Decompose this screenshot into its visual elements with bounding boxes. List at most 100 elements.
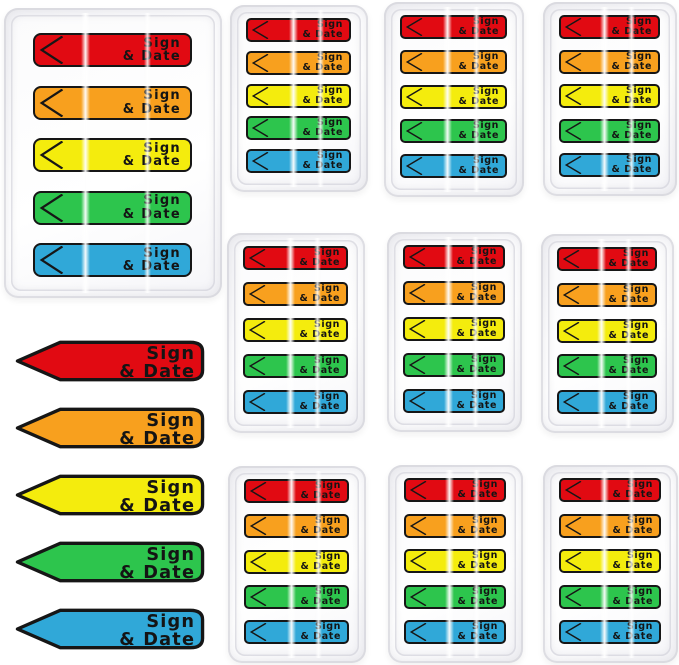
arrow-chevron-icon [249, 517, 267, 536]
tray-flag-red: Sign & Date [403, 245, 505, 269]
tray-flag-yellow: Sign & Date [243, 318, 348, 342]
flag-label: Sign & Date [612, 515, 653, 536]
blister-pack-small-3: Sign & Date Sign & Date Sign & Date Sign & Date… [543, 2, 677, 196]
tray-flag-red: Sign & Date [559, 478, 661, 502]
arrow-chevron-icon [409, 481, 427, 499]
arrow-flag-shape: Sign& Date [15, 608, 205, 650]
flag-label-line2: & Date [458, 26, 499, 37]
flag-label-line1: Sign [143, 35, 181, 51]
flag-label-line2: & Date [458, 165, 499, 176]
tray-flag-red: Sign & Date [243, 246, 348, 270]
tray-flag-blue: Sign & Date [403, 389, 505, 413]
arrow-chevron-icon [564, 18, 582, 36]
flag-label-line2: & Date [302, 160, 343, 171]
flag-label: Sign & Date [300, 284, 340, 304]
arrow-chevron-icon [562, 357, 580, 376]
tray-flag-green: Sign & Date [404, 584, 506, 609]
flag-label: Sign & Date [123, 194, 181, 221]
flag-label-line2: & Date [612, 524, 653, 536]
flag-label-line2: & Date [119, 563, 195, 583]
arrow-flag-shape: Sign& Date [15, 474, 205, 516]
flag-label: Sign & Date [123, 89, 181, 116]
flag-label-line2: & Date [611, 129, 652, 141]
flag-label-line2: & Date [302, 61, 343, 73]
arrow-chevron-icon [39, 141, 64, 169]
arrow-chevron-icon [249, 587, 267, 606]
flag-label-line1: Sign [143, 88, 181, 104]
arrow-chevron-icon [251, 21, 269, 39]
arrow-chevron-icon [39, 36, 64, 64]
tray-flags: Sign & Date Sign & Date Sign & Date Sign & Date… [403, 245, 505, 413]
tray-flag-yellow: Sign & Date [559, 549, 661, 573]
flag-label-line2: & Date [456, 364, 497, 375]
tray-flag-blue: Sign & Date [559, 620, 661, 644]
tray-flags: Sign & Date Sign & Date Sign & Date Sign & Date… [33, 33, 192, 277]
arrow-chevron-icon [251, 86, 269, 105]
flag-label: Sign & Date [457, 355, 497, 375]
tray-flag-yellow: Sign & Date [246, 83, 351, 108]
flag-label: Sign & Date [459, 156, 499, 176]
flag-label-line1: Sign [146, 545, 195, 565]
flag-label: Sign & Date [613, 551, 653, 571]
flag-label-line2: & Date [457, 489, 498, 500]
flag-label-line2: & Date [299, 257, 340, 268]
blister-pack-small-8: Sign & Date Sign & Date Sign & Date Sign & Date… [388, 465, 523, 663]
loose-flag-green: Sign & Date [14, 539, 207, 585]
flag-label-line2: & Date [119, 630, 195, 650]
arrow-chevron-icon [408, 356, 426, 374]
tray-flag-green: Sign & Date [400, 119, 507, 144]
flag-label: Sign & Date [457, 319, 497, 339]
tray-flag-blue: Sign & Date [243, 390, 348, 414]
flag-label-line2: & Date [300, 631, 341, 642]
flag-label: Sign & Date [457, 247, 497, 267]
arrow-chevron-icon [249, 623, 267, 641]
tray-flag-orange: Sign & Date [33, 85, 192, 120]
tray-flag-yellow: Sign & Date [403, 317, 505, 341]
flag-label-line2: & Date [608, 401, 649, 412]
tray-flag-orange: Sign & Date [404, 513, 506, 538]
flag-label-line2: & Date [302, 29, 343, 40]
flag-label-line2: & Date [456, 400, 497, 411]
blister-pack-large: Sign & Date Sign & Date Sign & Date Sign & Date… [4, 8, 222, 298]
tray-flag-orange: Sign & Date [400, 49, 507, 74]
flag-label: Sign & Date [301, 622, 341, 642]
arrow-chevron-icon [405, 122, 423, 141]
tray-flag-orange: Sign & Date [559, 49, 660, 74]
arrow-chevron-icon [564, 156, 582, 174]
flag-label: Sign & Date [301, 516, 341, 536]
flag-label: Sign & Date [457, 391, 497, 411]
flag-label: Sign & Date [459, 121, 499, 141]
flag-label: Sign & Date [303, 53, 343, 73]
arrow-chevron-icon [408, 392, 426, 410]
tray-flags: Sign & Date Sign & Date Sign & Date Sign & Date… [400, 15, 507, 178]
arrow-chevron-icon [564, 87, 582, 105]
flag-label-line2: & Date [299, 365, 340, 376]
flag-label-line2: & Date [456, 328, 497, 339]
tray-flag-green: Sign & Date [244, 584, 349, 609]
tray-flag-blue: Sign & Date [404, 620, 506, 644]
flag-label-line2: & Date [458, 95, 499, 107]
tray-flag-red: Sign & Date [246, 18, 351, 42]
flag-label-line2: & Date [300, 595, 341, 607]
flag-label: Sign & Date [459, 52, 499, 72]
arrow-chevron-icon [405, 87, 423, 106]
tray-flag-green: Sign & Date [246, 116, 351, 141]
flag-label-line2: & Date [611, 95, 652, 106]
arrow-chevron-icon [248, 393, 266, 411]
flag-label: Sign & Date [613, 586, 653, 607]
flag-label: Sign & Date [458, 551, 498, 571]
arrow-chevron-icon [251, 152, 269, 170]
arrow-chevron-icon [405, 52, 423, 71]
flag-label-line2: & Date [122, 259, 181, 274]
arrow-chevron-icon [564, 121, 582, 140]
arrow-chevron-icon [248, 249, 266, 267]
flag-label-line2: & Date [612, 560, 653, 571]
tray-flag-yellow: Sign & Date [244, 549, 349, 574]
tray-flag-blue: Sign & Date [557, 390, 657, 414]
flag-label-line2: & Date [119, 496, 195, 516]
tray-flag-yellow: Sign & Date [557, 318, 657, 343]
flag-label: Sign & Date [123, 141, 181, 168]
arrow-chevron-icon [562, 285, 580, 304]
flag-label-line1: Sign [146, 612, 195, 632]
